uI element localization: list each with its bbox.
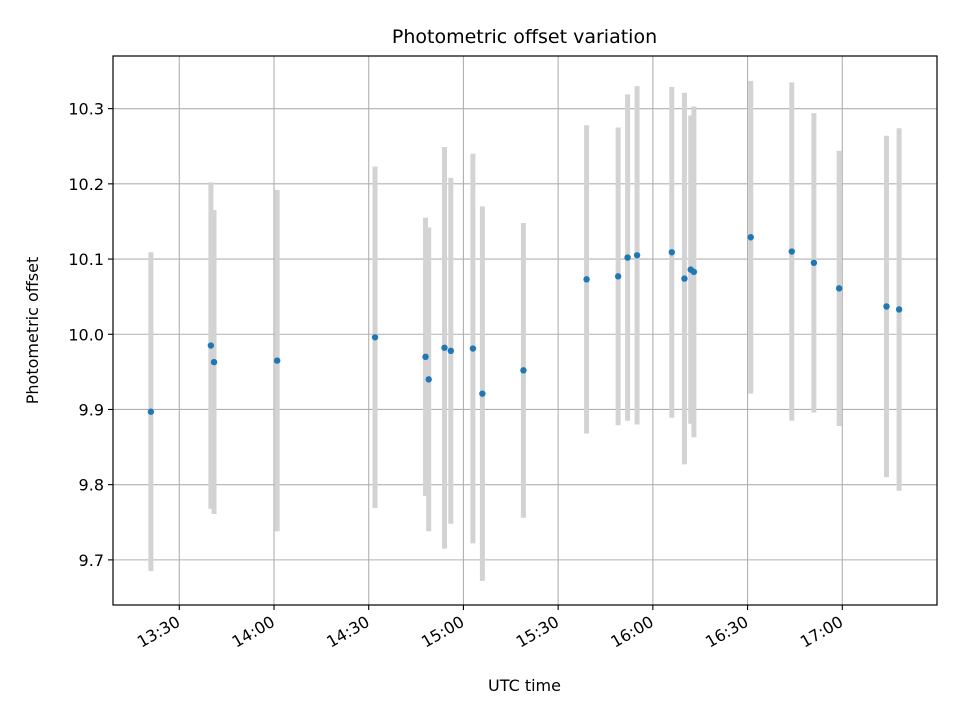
x-tick-label: 15:30 [513, 612, 562, 652]
data-point [273, 357, 281, 364]
data-point [788, 248, 795, 255]
data-point [895, 306, 903, 313]
data-point [425, 376, 432, 383]
x-tick-label: 16:30 [702, 612, 751, 652]
y-tick-label: 9.7 [79, 551, 104, 570]
data-point [210, 358, 218, 366]
y-axis: 9.7 9.8 9.9 10.0 10.1 10.2 10.3 [68, 100, 113, 570]
data-point [371, 334, 379, 341]
x-tick-label: 17:00 [797, 612, 846, 652]
error-bars [148, 80, 902, 581]
data-point [441, 344, 448, 351]
data-point [835, 285, 843, 292]
data-point [207, 342, 215, 349]
x-axis: 13:30 14:00 14:30 15:00 15:30 16:00 16:30 17:00 [134, 605, 846, 652]
data-point [690, 268, 698, 276]
y-tick-label: 10.1 [68, 250, 104, 269]
y-axis-label: Photometric offset [23, 257, 42, 405]
x-tick-label: 16:00 [607, 612, 656, 652]
y-tick-label: 9.8 [79, 476, 104, 495]
data-point [583, 276, 590, 283]
y-tick-label: 10.3 [68, 100, 104, 119]
chart-title: Photometric offset variation [392, 26, 657, 48]
data-point [681, 275, 688, 282]
data-point [668, 249, 676, 256]
data-point [479, 390, 486, 397]
data-point [422, 353, 429, 361]
data-point [614, 273, 622, 280]
data-point [147, 408, 155, 415]
plot-frame [112, 55, 938, 606]
x-tick-label: 13:30 [134, 612, 183, 652]
data-point [633, 252, 641, 259]
data-point [447, 347, 455, 355]
data-point [624, 254, 631, 261]
x-tick-label: 15:00 [418, 612, 467, 652]
y-tick-label: 10.0 [68, 325, 104, 344]
y-tick-label: 10.2 [68, 175, 104, 194]
x-tick-label: 14:00 [229, 612, 278, 652]
x-tick-label: 14:30 [323, 612, 372, 652]
y-tick-label: 9.9 [79, 400, 104, 419]
data-point [883, 303, 890, 310]
data-points [147, 234, 903, 415]
data-point [469, 345, 477, 352]
data-point [520, 367, 527, 374]
data-point [810, 259, 818, 267]
data-point [747, 234, 754, 241]
x-axis-label: UTC time [488, 676, 561, 695]
